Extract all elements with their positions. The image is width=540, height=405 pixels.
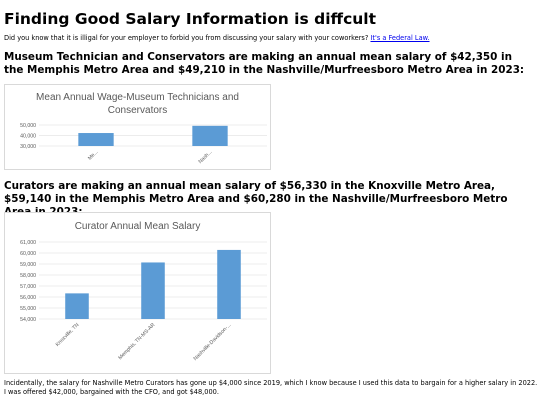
y-tick-label: 40,000 <box>20 134 36 140</box>
museum-tech-heading: Museum Technician and Conservators are m… <box>4 51 525 76</box>
bar <box>141 262 165 319</box>
curator-chart: Curator Annual Mean Salary 54,000 55,000 56… <box>4 212 271 374</box>
chart-title: Conservators <box>108 105 167 116</box>
y-tick-label: 61,000 <box>20 240 36 246</box>
chart-title: Curator Annual Mean Salary <box>75 221 201 232</box>
y-tick-label: 60,000 <box>20 251 36 257</box>
bar <box>217 249 241 319</box>
y-tick-label: 55,000 <box>20 306 36 312</box>
outro-paragraph: Incidentally, the salary for Nashville M… <box>4 379 538 396</box>
x-tick-label: Me... <box>87 149 99 161</box>
y-tick-label: 56,000 <box>20 295 36 301</box>
bar <box>78 133 114 146</box>
y-tick-label: 30,000 <box>20 144 36 150</box>
curator-chart-svg: Curator Annual Mean Salary 54,000 55,000 56… <box>20 221 267 362</box>
museum-tech-chart: Mean Annual Wage-Museum Technicians and C… <box>4 84 271 170</box>
bar <box>65 293 89 319</box>
intro-text: Did you know that it is illigal for your… <box>4 34 369 42</box>
x-tick-label: Nash... <box>198 149 214 165</box>
y-tick-label: 54,000 <box>20 317 36 323</box>
y-tick-label: 58,000 <box>20 273 36 279</box>
museum-tech-chart-svg: Mean Annual Wage-Museum Technicians and C… <box>20 92 267 165</box>
x-tick-label: Nashville-Davidson-... <box>192 322 232 362</box>
x-tick-label: Memphis, TN-MS-AR <box>117 322 156 361</box>
bar <box>192 125 228 146</box>
y-tick-label: 57,000 <box>20 284 36 290</box>
page-title: Finding Good Salary Information is diffc… <box>4 10 377 28</box>
y-tick-label: 50,000 <box>20 123 36 129</box>
chart-title: Mean Annual Wage-Museum Technicians and <box>36 92 239 103</box>
x-tick-label: Knoxville, TN <box>55 322 81 348</box>
intro-paragraph: Did you know that it is illigal for your… <box>4 34 430 42</box>
y-tick-label: 59,000 <box>20 262 36 268</box>
federal-law-link[interactable]: It's a Federal Law. <box>370 34 430 42</box>
